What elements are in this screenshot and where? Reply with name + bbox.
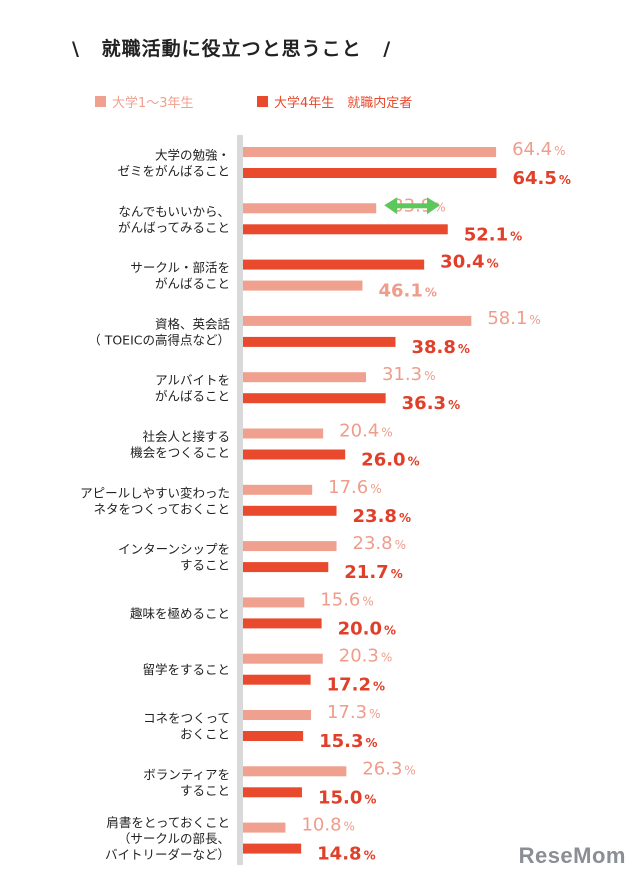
category-label: 趣味を極めること	[130, 606, 230, 621]
category-label: すること	[180, 558, 230, 573]
bar-series2	[243, 787, 302, 798]
bar-series1	[243, 203, 377, 214]
category-axis	[237, 135, 243, 865]
value-label-top: 20.3%	[339, 646, 392, 667]
category-label: 機会をつくること	[130, 445, 230, 460]
value-label-bottom: 46.1%	[378, 281, 436, 302]
category-label: おくこと	[180, 727, 230, 742]
category-label: 資格、英会話	[155, 316, 230, 331]
category-label: なんでもいいから、	[118, 204, 230, 219]
category-label: ゼミをがんばること	[117, 164, 230, 179]
bar-series1	[243, 653, 323, 664]
bar-series1	[243, 315, 472, 326]
bar-series1	[243, 541, 337, 552]
title-right-mark: /	[383, 38, 392, 60]
category-label: がんばること	[155, 276, 230, 291]
bar-series2	[243, 731, 304, 741]
value-label-top: 30.4%	[440, 252, 498, 273]
bar-series1	[243, 280, 363, 291]
value-label-bottom: 17.2%	[327, 675, 385, 696]
value-label-top: 15.6%	[320, 589, 373, 610]
category-label: サークル・部活を	[130, 260, 230, 275]
category-label: 大学の勉強・	[155, 148, 230, 163]
value-label-bottom: 23.8%	[353, 506, 411, 527]
category-label: ボランティアを	[143, 767, 230, 782]
value-label-bottom: 15.3%	[319, 731, 377, 752]
bar-series2	[243, 259, 425, 270]
legend-label-series2: 大学4年生 就職内定者	[274, 96, 413, 111]
value-label-top: 31.3%	[382, 364, 435, 385]
value-label-top: 58.1%	[487, 308, 540, 329]
bar-series2	[243, 618, 322, 629]
bar-series1	[243, 428, 324, 439]
value-label-bottom: 14.8%	[317, 844, 375, 865]
value-label-top: 20.4%	[339, 421, 392, 442]
category-label: ネタをつくっておくこと	[93, 501, 230, 516]
bar-series1	[243, 597, 305, 608]
bar-series2	[243, 505, 337, 516]
chart-title: \ 就職活動に役立つと思うこと /	[72, 34, 391, 61]
value-label-top: 23.8%	[353, 533, 406, 554]
category-label: 肩書をとっておくこと	[106, 815, 230, 830]
value-label-top: 26.3%	[362, 758, 415, 779]
value-label-bottom: 36.3%	[402, 393, 460, 414]
bar-series2	[243, 336, 396, 347]
bar-series2	[243, 674, 311, 685]
bar-series2	[243, 393, 386, 404]
category-label: がんばってみること	[118, 220, 230, 235]
category-label: バイトリーダーなど）	[105, 847, 230, 862]
value-label-top: 17.3%	[327, 702, 380, 723]
bar-series1	[243, 822, 286, 833]
category-label: 留学をすること	[142, 662, 230, 677]
value-label-bottom: 52.1%	[464, 224, 522, 245]
value-label-bottom: 38.8%	[411, 337, 469, 358]
category-label: がんばること	[155, 389, 230, 404]
bar-series2	[243, 562, 329, 573]
bar-series2	[243, 224, 448, 235]
category-label: アルバイトを	[155, 373, 230, 388]
legend-label-series1: 大学1～3年生	[112, 96, 194, 111]
value-label-bottom: 21.7%	[344, 562, 402, 583]
bar-series2	[243, 843, 302, 854]
bar-series1	[243, 372, 367, 383]
bar-series2	[243, 168, 497, 178]
title-text: 就職活動に役立つと思うこと	[101, 38, 362, 60]
resemom-logo: ReseMom	[518, 843, 626, 868]
value-label-top: 10.8%	[301, 815, 354, 836]
bar-series2	[243, 449, 346, 460]
category-label: 社会人と接する	[142, 429, 230, 444]
bar-series1	[243, 766, 347, 777]
title-left-mark: \	[72, 38, 80, 60]
category-label: すること	[180, 783, 230, 798]
double-arrow-annotation	[384, 197, 440, 215]
legend-item-series1: 大学1～3年生	[95, 92, 194, 111]
category-label: アピールしやすい変わった	[80, 485, 230, 500]
category-label: インターンシップを	[118, 542, 230, 557]
category-label: コネをつくって	[143, 711, 230, 726]
bar-series1	[243, 710, 311, 720]
legend-swatch-series2	[257, 96, 268, 107]
legend-item-series2: 大学4年生 就職内定者	[257, 92, 412, 111]
bar-series1	[243, 484, 313, 495]
value-label-bottom: 20.0%	[338, 618, 396, 639]
value-label-bottom: 26.0%	[361, 450, 419, 471]
category-label: （サークルの部長、	[118, 831, 230, 846]
value-label-top: 64.4%	[512, 139, 565, 160]
value-label-bottom: 64.5%	[512, 168, 570, 189]
value-label-top: 17.6%	[328, 477, 381, 498]
legend-swatch-series1	[95, 96, 106, 107]
category-label: （ TOEICの高得点など）	[88, 332, 230, 347]
bar-series1	[243, 147, 497, 157]
value-label-bottom: 15.0%	[318, 787, 376, 808]
